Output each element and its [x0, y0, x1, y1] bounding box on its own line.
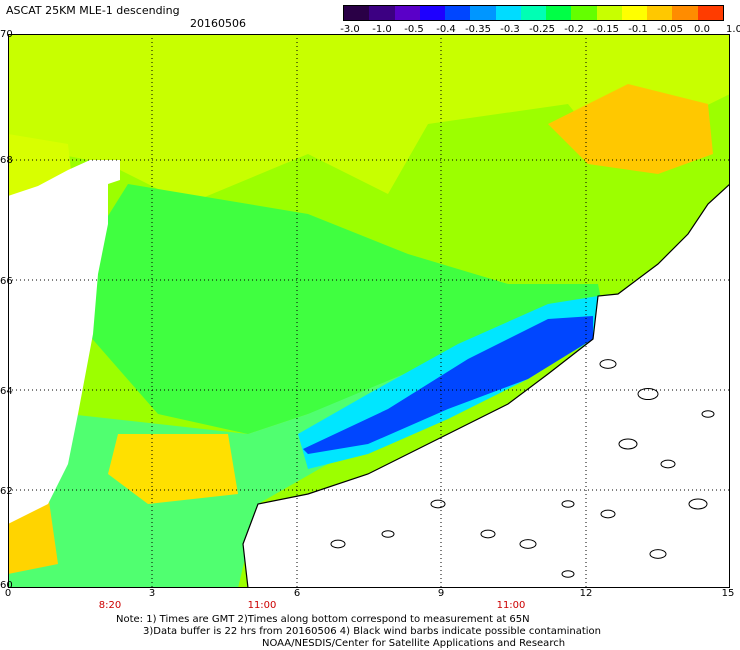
lon-label-12: 12: [579, 588, 593, 599]
colorbar-swatch: [344, 6, 370, 20]
colorbar-tick-label: -1.0: [372, 24, 392, 35]
colorbar-swatch: [596, 6, 622, 20]
time-label-3: 11:00: [496, 600, 526, 611]
colorbar-swatch: [697, 6, 723, 20]
lake-outline: [660, 459, 676, 469]
colorbar-tick-label: -0.1: [628, 24, 648, 35]
lake-outline: [519, 539, 537, 549]
lake-outline: [701, 410, 715, 418]
lake-outline: [618, 438, 638, 450]
lake-outline: [430, 499, 446, 509]
wind-zone-orange-north: [548, 84, 713, 174]
lon-label-3: 3: [148, 588, 156, 599]
map-date: 20160506: [190, 17, 246, 30]
lake-outline: [637, 388, 659, 400]
colorbar-swatch: [571, 6, 597, 20]
colorbar-ticks: -3.0 -1.0 -0.5 -0.4 -0.35 -0.3 -0.25 -0.2 -0.15-…: [328, 24, 740, 38]
lon-label-9: 9: [437, 588, 445, 599]
colorbar-swatch: [470, 6, 496, 20]
colorbar-swatch: [520, 6, 547, 20]
wind-zone-blue: [303, 316, 593, 454]
lat-label-60: 60: [0, 580, 13, 591]
colorbar-tick-label: -0.2: [564, 24, 584, 35]
lat-label-66: 66: [0, 276, 13, 287]
lake-outline: [480, 529, 496, 539]
lake-outline: [381, 530, 395, 538]
time-label-1: 8:20: [98, 600, 122, 611]
lat-label-64: 64: [0, 386, 13, 397]
colorbar-tick-label: -3.0: [340, 24, 360, 35]
colorbar-swatch: [394, 6, 420, 20]
lon-label-0: 0: [4, 588, 12, 599]
lat-label-70: 70: [0, 29, 13, 40]
lat-label-62: 62: [0, 486, 13, 497]
lake-outline: [561, 500, 575, 508]
coastline: [242, 183, 730, 588]
land-area: [243, 184, 730, 588]
colorbar-swatch: [369, 6, 395, 20]
colorbar-swatch: [672, 6, 698, 20]
wind-speed-map: [8, 34, 730, 588]
lake-outline: [649, 549, 667, 559]
time-label-2: 11:00: [247, 600, 277, 611]
lon-label-15: 15: [721, 588, 735, 599]
colorbar-tick-label: -0.15: [593, 24, 619, 35]
note-line-3: NOAA/NESDIS/Center for Satellite Applica…: [262, 638, 566, 649]
colorbar-tick-label: -0.25: [529, 24, 555, 35]
note-line-1: Note: 1) Times are GMT 2)Times along bot…: [116, 614, 530, 625]
colorbar-tick-label: -0.3: [500, 24, 520, 35]
colorbar-tick-label: 1.0: [726, 24, 740, 35]
colorbar-swatch: [419, 6, 446, 20]
lake-outline: [330, 539, 346, 549]
missing-data-area: [8, 160, 120, 524]
lake-outline: [599, 359, 617, 369]
colorbar-tick-label: -0.05: [657, 24, 683, 35]
colorbar-tick-label: 0.0: [694, 24, 710, 35]
colorbar-swatch: [621, 6, 648, 20]
colorbar-tick-label: -0.5: [404, 24, 424, 35]
map-border: [8, 34, 730, 588]
colorbar-swatch: [495, 6, 521, 20]
note-line-2: 3)Data buffer is 22 hrs from 20160506 4)…: [143, 626, 601, 637]
lake-outline: [600, 509, 616, 519]
colorbar-swatch: [647, 6, 673, 20]
lake-outline: [561, 570, 575, 578]
colorbar-swatch: [445, 6, 471, 20]
wind-zone-yellowgreen: [8, 34, 730, 204]
colorbar-swatch: [546, 6, 572, 20]
wind-zone-yellow-south: [108, 434, 238, 504]
map-title: ASCAT 25KM MLE-1 descending: [6, 4, 180, 17]
lon-label-6: 6: [293, 588, 301, 599]
colorbar-tick-label: -0.4: [436, 24, 456, 35]
lat-label-68: 68: [0, 155, 13, 166]
colorbar: [343, 5, 724, 21]
lake-outline: [688, 498, 708, 510]
colorbar-tick-label: -0.35: [465, 24, 491, 35]
